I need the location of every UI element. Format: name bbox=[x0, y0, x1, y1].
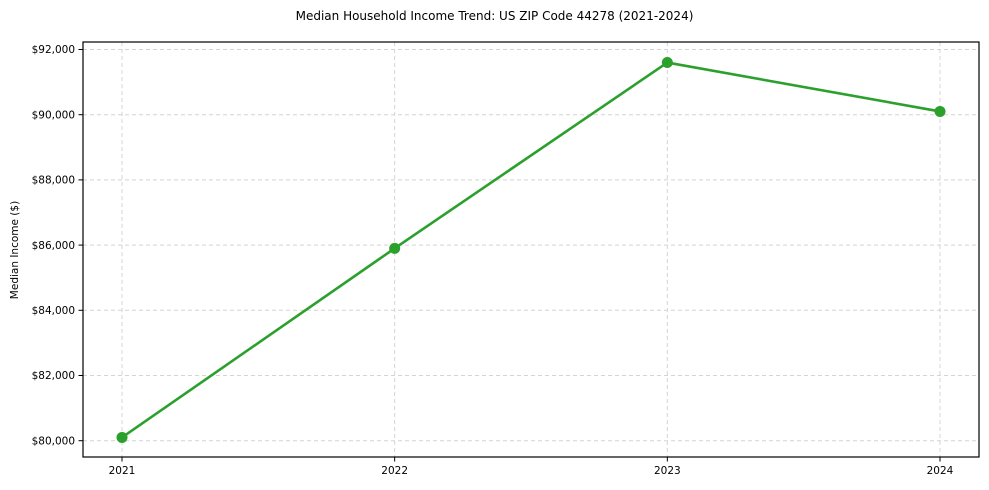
x-tick-label: 2021 bbox=[109, 465, 136, 477]
y-tick-label: $90,000 bbox=[32, 109, 75, 121]
x-tick-label: 2023 bbox=[654, 465, 681, 477]
y-tick-label: $84,000 bbox=[32, 305, 75, 317]
y-tick-label: $82,000 bbox=[32, 370, 75, 382]
data-point bbox=[661, 57, 673, 69]
chart-title: Median Household Income Trend: US ZIP Co… bbox=[295, 9, 694, 23]
y-tick-label: $88,000 bbox=[32, 175, 75, 187]
x-tick-label: 2024 bbox=[927, 465, 954, 477]
y-tick-label: $86,000 bbox=[32, 240, 75, 252]
data-line bbox=[120, 61, 942, 439]
y-tick-label: $80,000 bbox=[32, 435, 75, 447]
data-point bbox=[116, 431, 128, 443]
data-point bbox=[934, 105, 946, 117]
y-tick-label: $92,000 bbox=[32, 44, 75, 56]
data-point bbox=[389, 242, 401, 254]
x-tick-label: 2022 bbox=[381, 465, 408, 477]
axes-frame bbox=[82, 41, 980, 458]
